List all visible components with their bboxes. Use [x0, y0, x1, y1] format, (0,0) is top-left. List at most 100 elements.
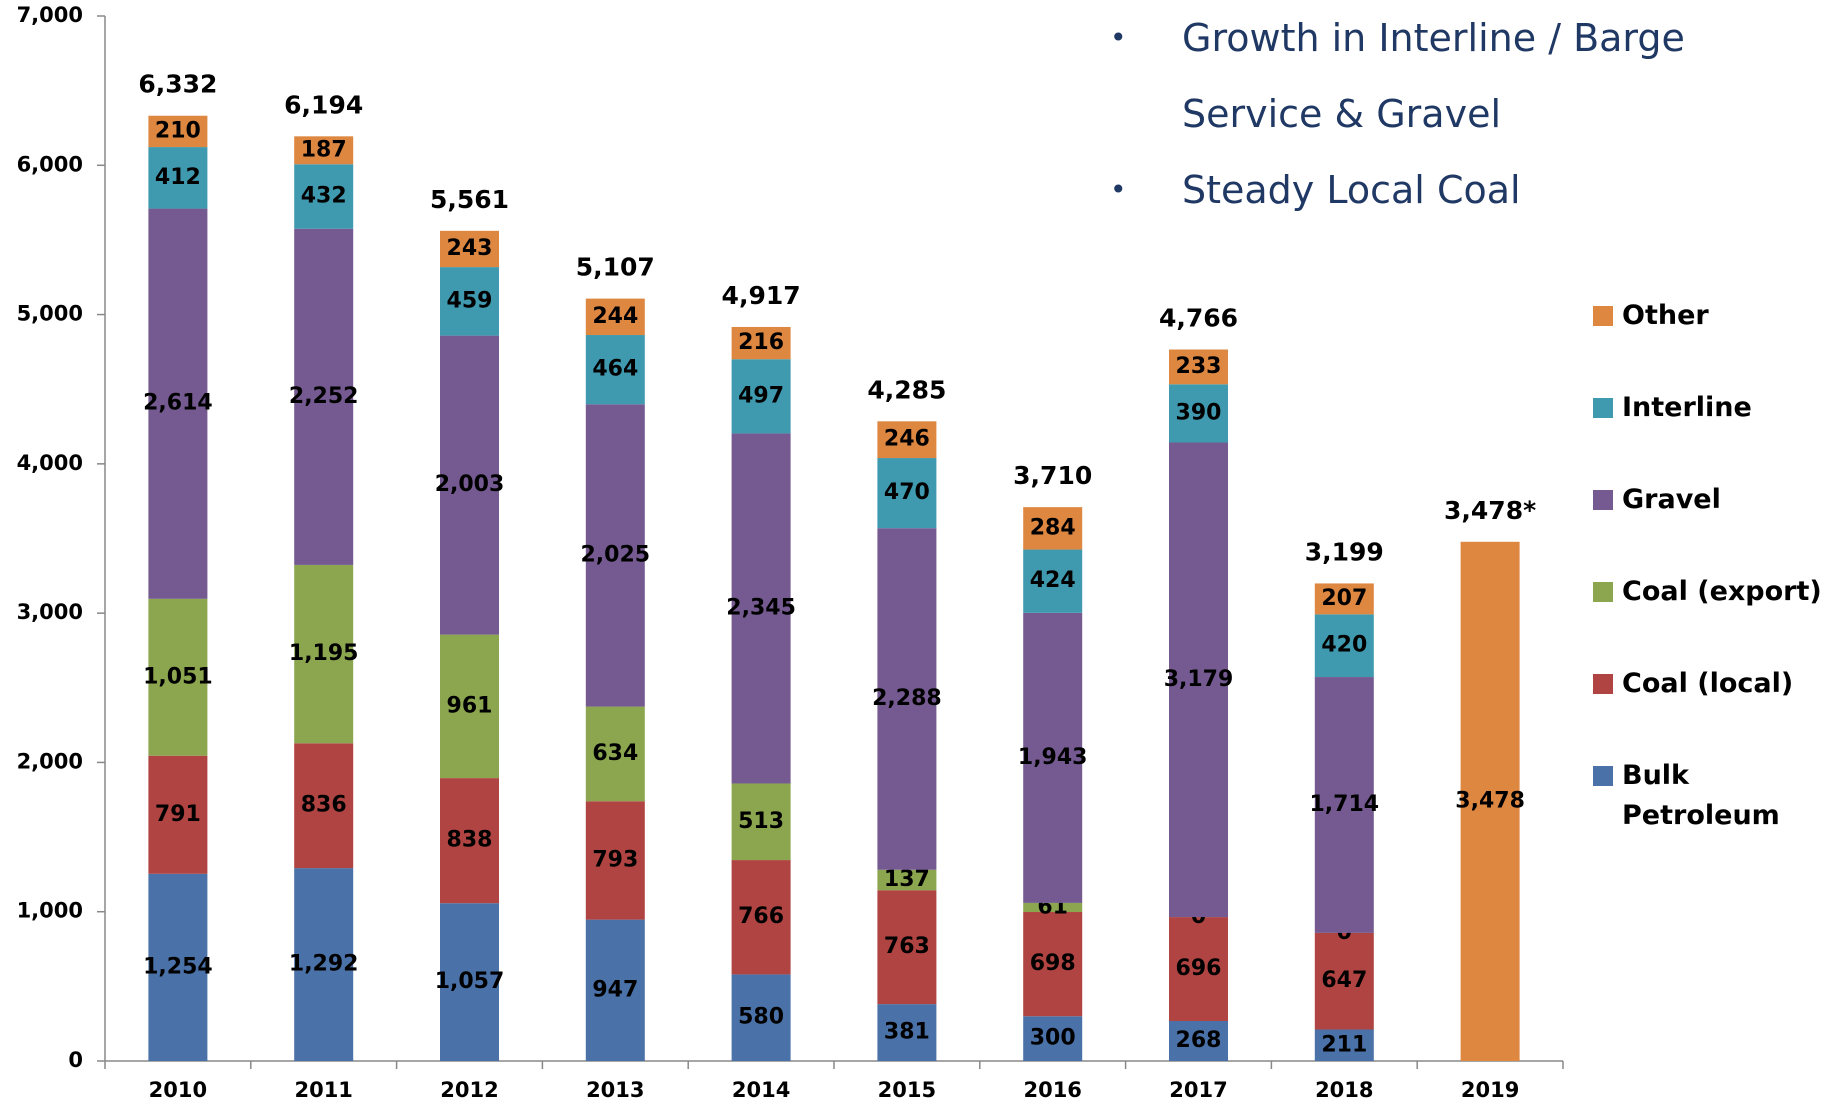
legend-label: Interline	[1622, 392, 1752, 423]
value-label: 268	[1176, 1028, 1222, 1053]
legend-label: Coal (local)	[1622, 668, 1794, 699]
bar-segment	[1023, 1016, 1083, 1061]
value-label: 647	[1321, 968, 1367, 993]
bar-segment	[148, 208, 208, 599]
bar-segment	[294, 564, 354, 744]
bar-segment	[731, 860, 791, 975]
value-label: 464	[592, 357, 638, 382]
bar-segment	[1023, 902, 1083, 913]
value-label: 1,292	[289, 952, 359, 977]
y-tick-label: 5,000	[17, 302, 83, 326]
total-label: 4,917	[722, 281, 801, 310]
x-tick-label: 2015	[878, 1078, 936, 1099]
bar-segment	[294, 136, 354, 165]
x-tick-label: 2019	[1461, 1078, 1519, 1099]
value-label: 763	[884, 934, 930, 959]
bar-segment	[1169, 442, 1228, 918]
bar-segment	[1460, 541, 1520, 1061]
value-label: 300	[1030, 1026, 1076, 1051]
bar-segment	[731, 359, 791, 434]
bar-segment	[585, 404, 645, 707]
legend-swatch	[1593, 766, 1613, 786]
value-label: 137	[884, 867, 930, 892]
bar-segment	[148, 115, 208, 148]
value-label: 513	[738, 809, 784, 834]
value-label: 947	[592, 977, 638, 1002]
legend-label: Bulk Petroleum	[1622, 760, 1780, 831]
bar-segment	[294, 228, 354, 565]
bar-segment	[294, 164, 354, 229]
bar-segment	[1314, 614, 1374, 678]
x-tick-label: 2010	[149, 1078, 207, 1099]
total-label: 3,478*	[1444, 496, 1536, 525]
bullet-list: Growth in Interline / Barge Service & Gr…	[1110, 0, 1825, 228]
bar-segment	[1314, 583, 1374, 615]
bar-segment	[585, 298, 645, 336]
value-label: 412	[155, 165, 201, 190]
legend-label: Gravel	[1622, 484, 1721, 515]
value-label: 836	[301, 793, 347, 818]
y-tick-label: 6,000	[17, 152, 83, 176]
legend-label: Coal (export)	[1622, 576, 1822, 607]
value-label: 1,943	[1018, 745, 1088, 770]
value-label: 698	[1030, 951, 1076, 976]
bar-segment	[148, 755, 208, 874]
bar-segment	[731, 974, 791, 1061]
x-tick-label: 2018	[1315, 1078, 1373, 1099]
bar-segment	[440, 778, 499, 904]
value-label: 696	[1176, 956, 1222, 981]
bar-segment	[585, 706, 645, 802]
bar-segment	[731, 433, 791, 784]
total-label: 4,285	[867, 375, 946, 404]
legend-swatch	[1593, 398, 1613, 418]
bar-segment	[440, 267, 499, 336]
value-label: 432	[301, 183, 347, 208]
bullet: Growth in Interline / Barge Service & Gr…	[1110, 0, 1825, 152]
legend-item: Coal (local)	[1593, 664, 1829, 756]
bar-segment	[1023, 612, 1083, 903]
bar-segment	[148, 147, 208, 209]
value-label: 497	[738, 383, 784, 408]
value-label: 246	[884, 427, 930, 452]
bar-segment	[440, 634, 499, 779]
bar-segment	[1023, 549, 1083, 613]
bar-segment	[731, 326, 791, 360]
total-label: 4,766	[1159, 304, 1238, 333]
bar-segment	[1314, 677, 1374, 933]
bar-segment	[440, 335, 499, 635]
bar-segment	[585, 919, 645, 1061]
legend-swatch	[1593, 490, 1613, 510]
value-label: 390	[1176, 400, 1222, 425]
x-tick-label: 2011	[294, 1078, 352, 1099]
value-label: 1,195	[289, 641, 359, 666]
value-label: 3,478	[1455, 788, 1525, 813]
total-label: 6,332	[138, 70, 217, 99]
y-tick-label: 1,000	[17, 899, 83, 923]
value-label: 2,252	[289, 384, 359, 409]
bullet: Steady Local Coal	[1110, 152, 1825, 228]
bar-segment	[877, 421, 937, 459]
bar-segment	[1314, 1029, 1374, 1061]
value-label: 470	[884, 480, 930, 505]
legend-item: Coal (export)	[1593, 572, 1829, 664]
total-label: 6,194	[284, 90, 363, 119]
legend-swatch	[1593, 582, 1613, 602]
value-label: 381	[884, 1020, 930, 1045]
bar-segment	[585, 335, 645, 405]
bar-segment	[1169, 349, 1228, 385]
bar-segment	[1023, 912, 1083, 1017]
legend-item: Other	[1593, 296, 1829, 388]
bar-segment	[294, 868, 354, 1061]
legend-swatch	[1593, 306, 1613, 326]
bar-segment	[585, 801, 645, 920]
value-label: 2,614	[143, 391, 213, 416]
legend-item: Gravel	[1593, 480, 1829, 572]
value-label: 1,057	[435, 969, 505, 994]
bar-segment	[877, 1004, 937, 1061]
bar-segment	[1169, 384, 1228, 443]
bar-segment	[148, 873, 208, 1061]
x-tick-label: 2014	[732, 1078, 790, 1099]
value-label: 961	[447, 693, 493, 718]
value-label: 424	[1030, 568, 1076, 593]
